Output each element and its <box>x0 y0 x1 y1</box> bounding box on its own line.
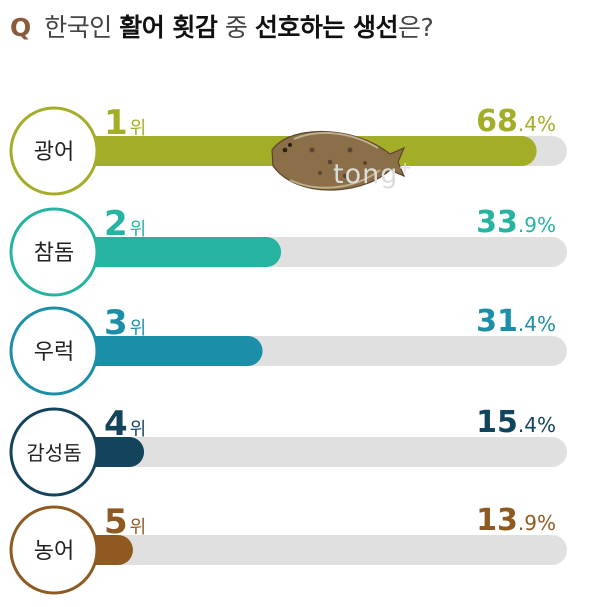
category-label: 광어 <box>34 140 74 165</box>
question-mark: Q <box>10 13 31 42</box>
value-label: 68.4% <box>476 104 556 139</box>
tong-watermark: tong+ <box>333 158 413 190</box>
category-circle <box>9 407 99 497</box>
value-label: 33.9% <box>476 205 556 240</box>
title-part-4: 선호하는 생선 <box>254 13 399 42</box>
bar-track <box>30 437 567 467</box>
category-label: 참돔 <box>34 241 74 266</box>
title-part-1: 한국인 <box>44 13 112 42</box>
category-circle <box>9 505 99 595</box>
category-circle <box>9 207 99 297</box>
value-label: 31.4% <box>476 304 556 339</box>
value-label: 15.4% <box>476 405 556 440</box>
chart-title: Q 한국인 활어 횟감 중 선호하는 생선은? <box>10 8 600 48</box>
title-part-3: 중 <box>224 13 248 42</box>
bar-track <box>30 535 567 565</box>
value-label: 13.9% <box>476 503 556 538</box>
category-label: 농어 <box>34 539 74 564</box>
category-circle <box>9 106 99 196</box>
category-label: 감성돔 <box>26 441 81 465</box>
title-part-5: 은? <box>398 13 434 42</box>
category-circle <box>9 306 99 396</box>
flounder-illustration <box>271 130 406 191</box>
category-label: 우럭 <box>34 340 74 365</box>
title-part-2: 활어 횟감 <box>119 13 218 42</box>
